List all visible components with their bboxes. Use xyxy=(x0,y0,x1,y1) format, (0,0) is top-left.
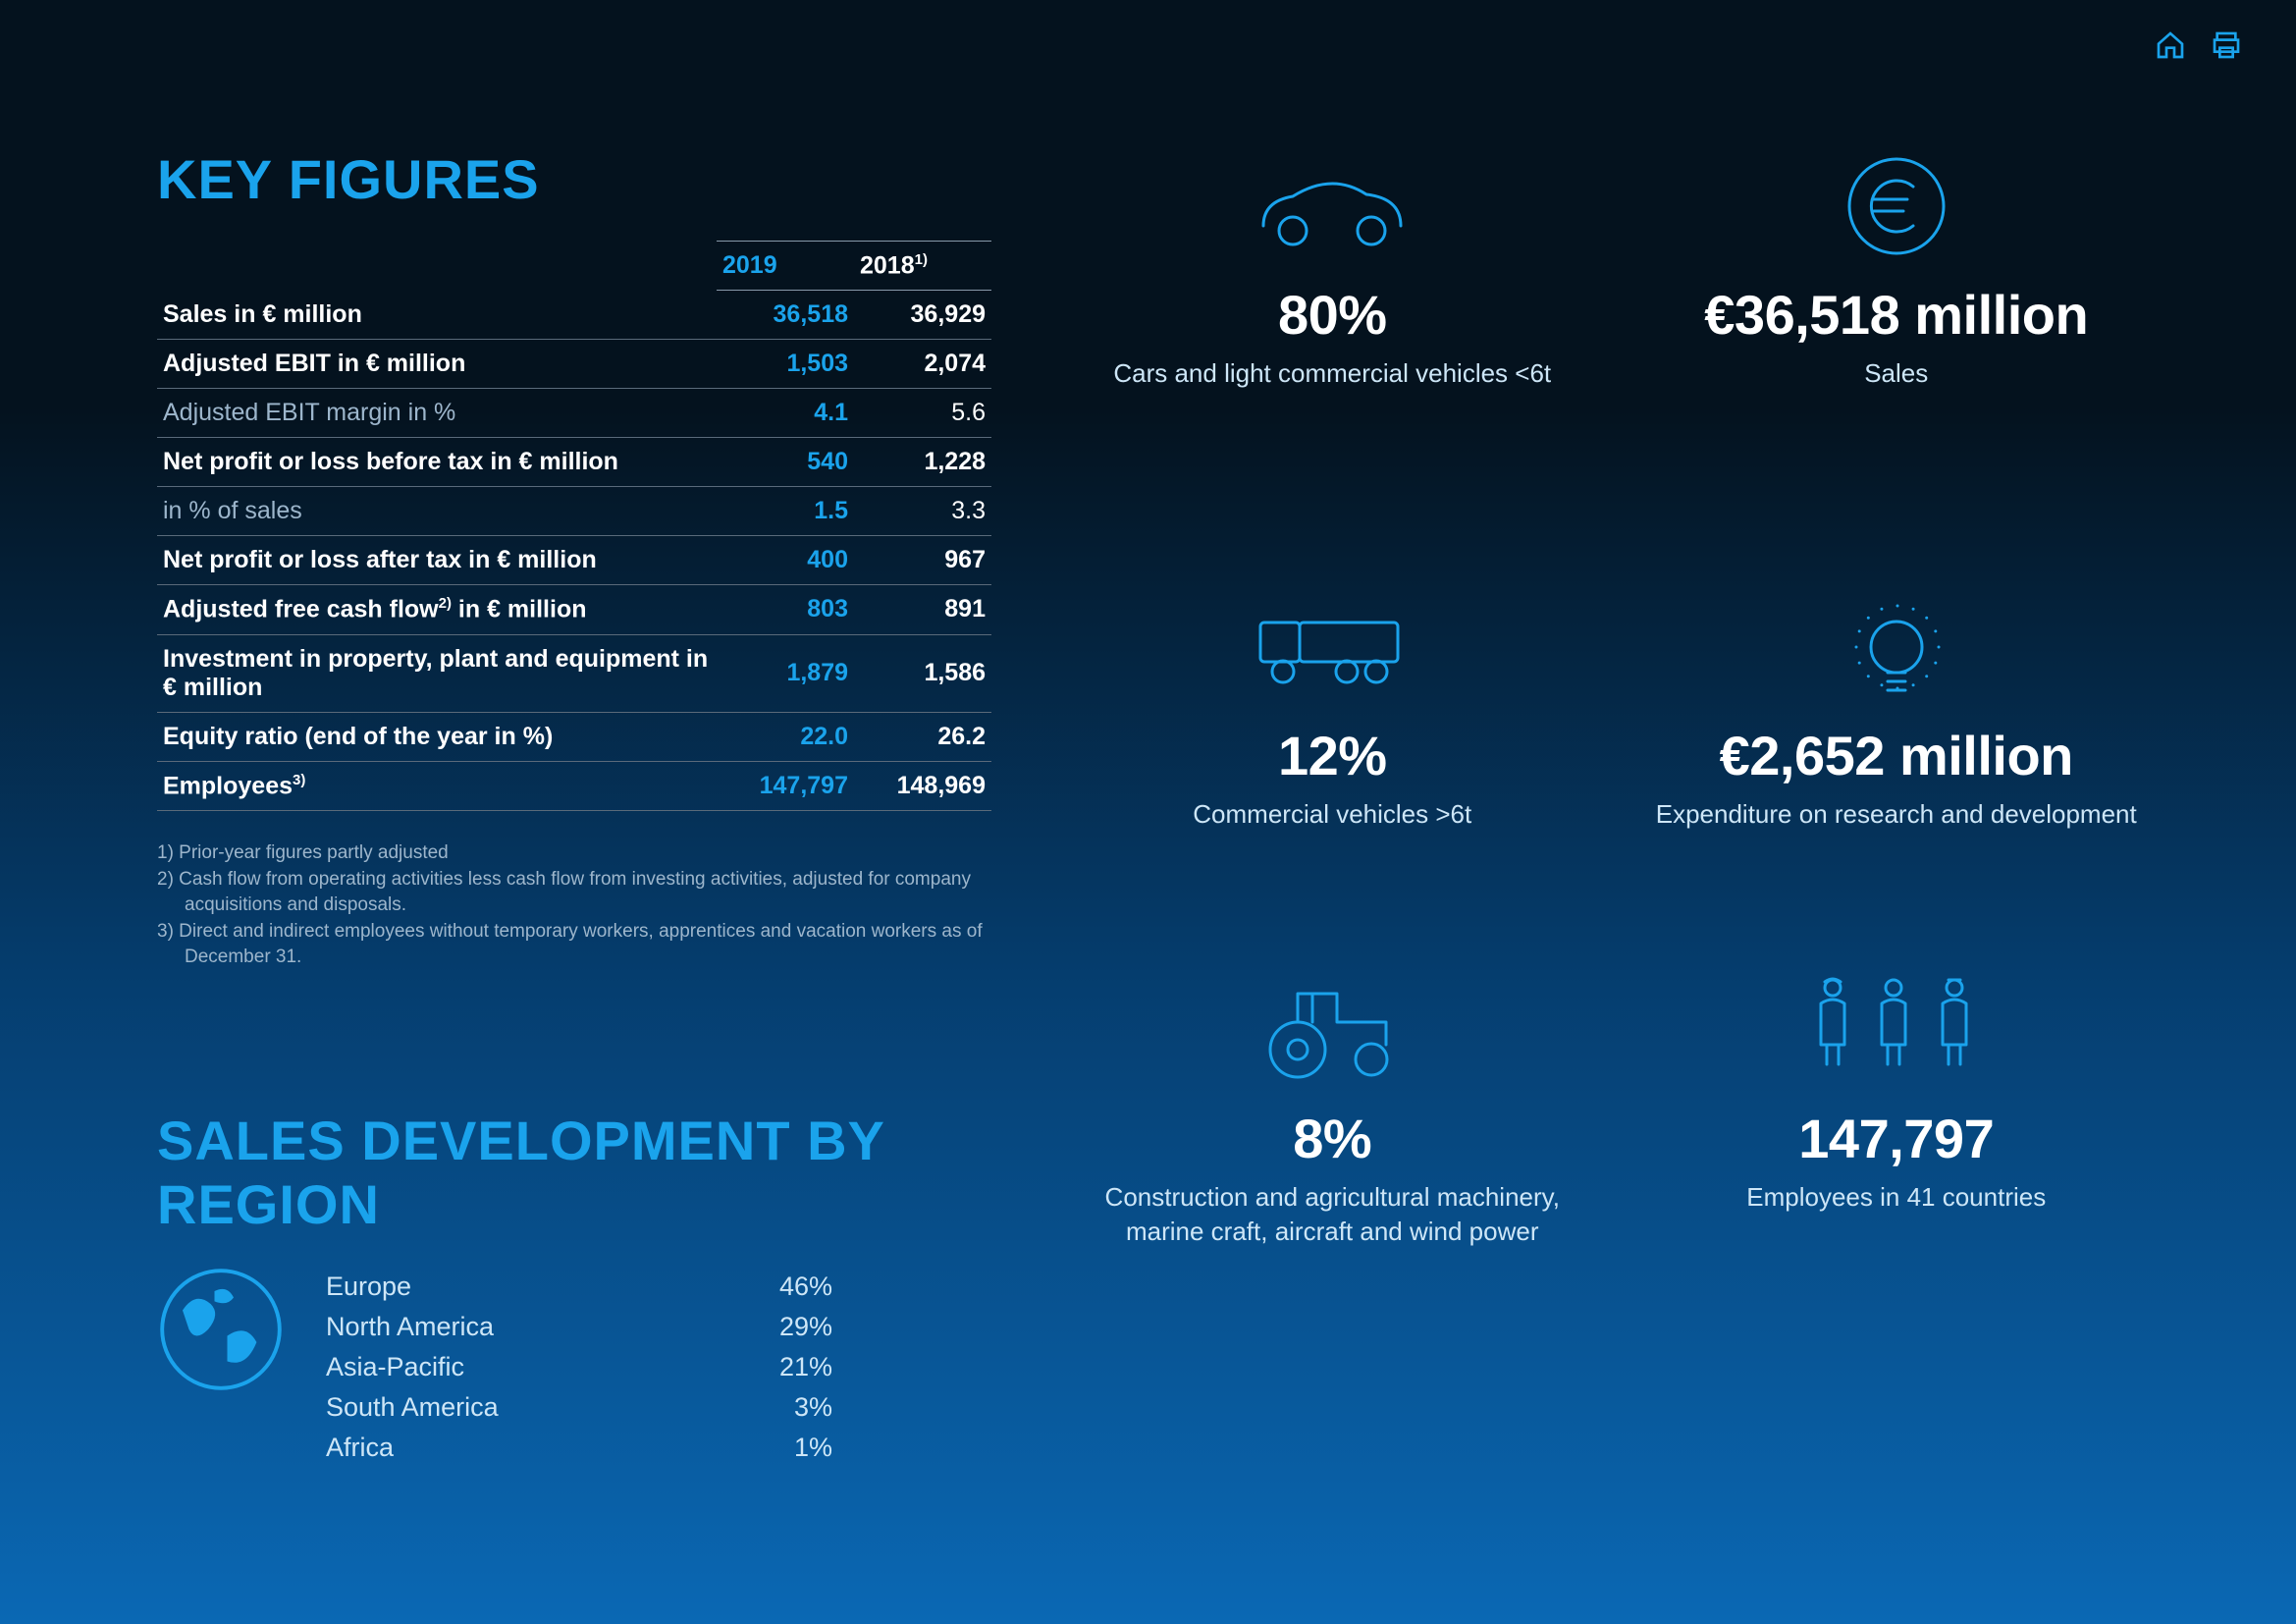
stat-label: Commercial vehicles >6t xyxy=(1193,797,1471,832)
table-row: Adjusted EBIT in € million 1,503 2,074 xyxy=(157,340,991,389)
region-row: Europe46% xyxy=(326,1268,832,1306)
print-icon[interactable] xyxy=(2211,29,2242,66)
stat-label: Sales xyxy=(1864,356,1928,391)
key-figures-table: 2019 20181) Sales in € million 36,518 36… xyxy=(157,241,991,811)
stat-value: €2,652 million xyxy=(1720,724,2073,787)
table-row: Employees3) 147,797 148,969 xyxy=(157,761,991,810)
stat-value: 12% xyxy=(1278,724,1387,787)
table-row: Net profit or loss after tax in € millio… xyxy=(157,536,991,585)
car-icon xyxy=(1249,147,1415,265)
stat-card: €36,518 million Sales xyxy=(1634,147,2160,529)
stat-label: Employees in 41 countries xyxy=(1746,1180,2046,1215)
stat-value: 8% xyxy=(1293,1107,1371,1170)
globe-icon xyxy=(157,1266,285,1398)
region-row: South America3% xyxy=(326,1388,832,1427)
stat-label: Cars and light commercial vehicles <6t xyxy=(1113,356,1551,391)
table-row: Investment in property, plant and equipm… xyxy=(157,634,991,712)
euro-icon xyxy=(1842,147,1950,265)
tractor-icon xyxy=(1258,971,1406,1089)
region-row: Asia-Pacific21% xyxy=(326,1348,832,1386)
table-row: Adjusted EBIT margin in % 4.1 5.6 xyxy=(157,389,991,438)
sales-dev-title: SALES DEVELOPMENT BY REGION xyxy=(157,1109,991,1236)
stat-label: Expenditure on research and development xyxy=(1656,797,2137,832)
home-icon[interactable] xyxy=(2155,29,2186,66)
region-row: Africa1% xyxy=(326,1429,832,1467)
stat-value: €36,518 million xyxy=(1704,283,2088,347)
col-2018: 20181) xyxy=(854,242,991,291)
region-table: Europe46%North America29%Asia-Pacific21%… xyxy=(324,1266,834,1469)
people-icon xyxy=(1813,971,1980,1089)
key-figures-title: KEY FIGURES xyxy=(157,147,991,211)
bulb-icon xyxy=(1842,588,1950,706)
table-row: Sales in € million 36,518 36,929 xyxy=(157,291,991,340)
table-row: in % of sales 1.5 3.3 xyxy=(157,487,991,536)
footnotes: 1) Prior-year figures partly adjusted2) … xyxy=(157,840,991,971)
stat-label: Construction and agricultural machinery,… xyxy=(1070,1180,1595,1249)
region-row: North America29% xyxy=(326,1308,832,1346)
stat-card: 12% Commercial vehicles >6t xyxy=(1070,588,1595,970)
table-row: Adjusted free cash flow2) in € million 8… xyxy=(157,585,991,634)
stat-value: 147,797 xyxy=(1798,1107,1994,1170)
table-row: Equity ratio (end of the year in %) 22.0… xyxy=(157,712,991,761)
stat-card: €2,652 million Expenditure on research a… xyxy=(1634,588,2160,970)
stat-card: 147,797 Employees in 41 countries xyxy=(1634,971,2160,1469)
stat-card: 80% Cars and light commercial vehicles <… xyxy=(1070,147,1595,529)
truck-icon xyxy=(1249,588,1415,706)
col-2019: 2019 xyxy=(717,242,854,291)
stat-card: 8% Construction and agricultural machine… xyxy=(1070,971,1595,1469)
stat-value: 80% xyxy=(1278,283,1387,347)
table-row: Net profit or loss before tax in € milli… xyxy=(157,438,991,487)
